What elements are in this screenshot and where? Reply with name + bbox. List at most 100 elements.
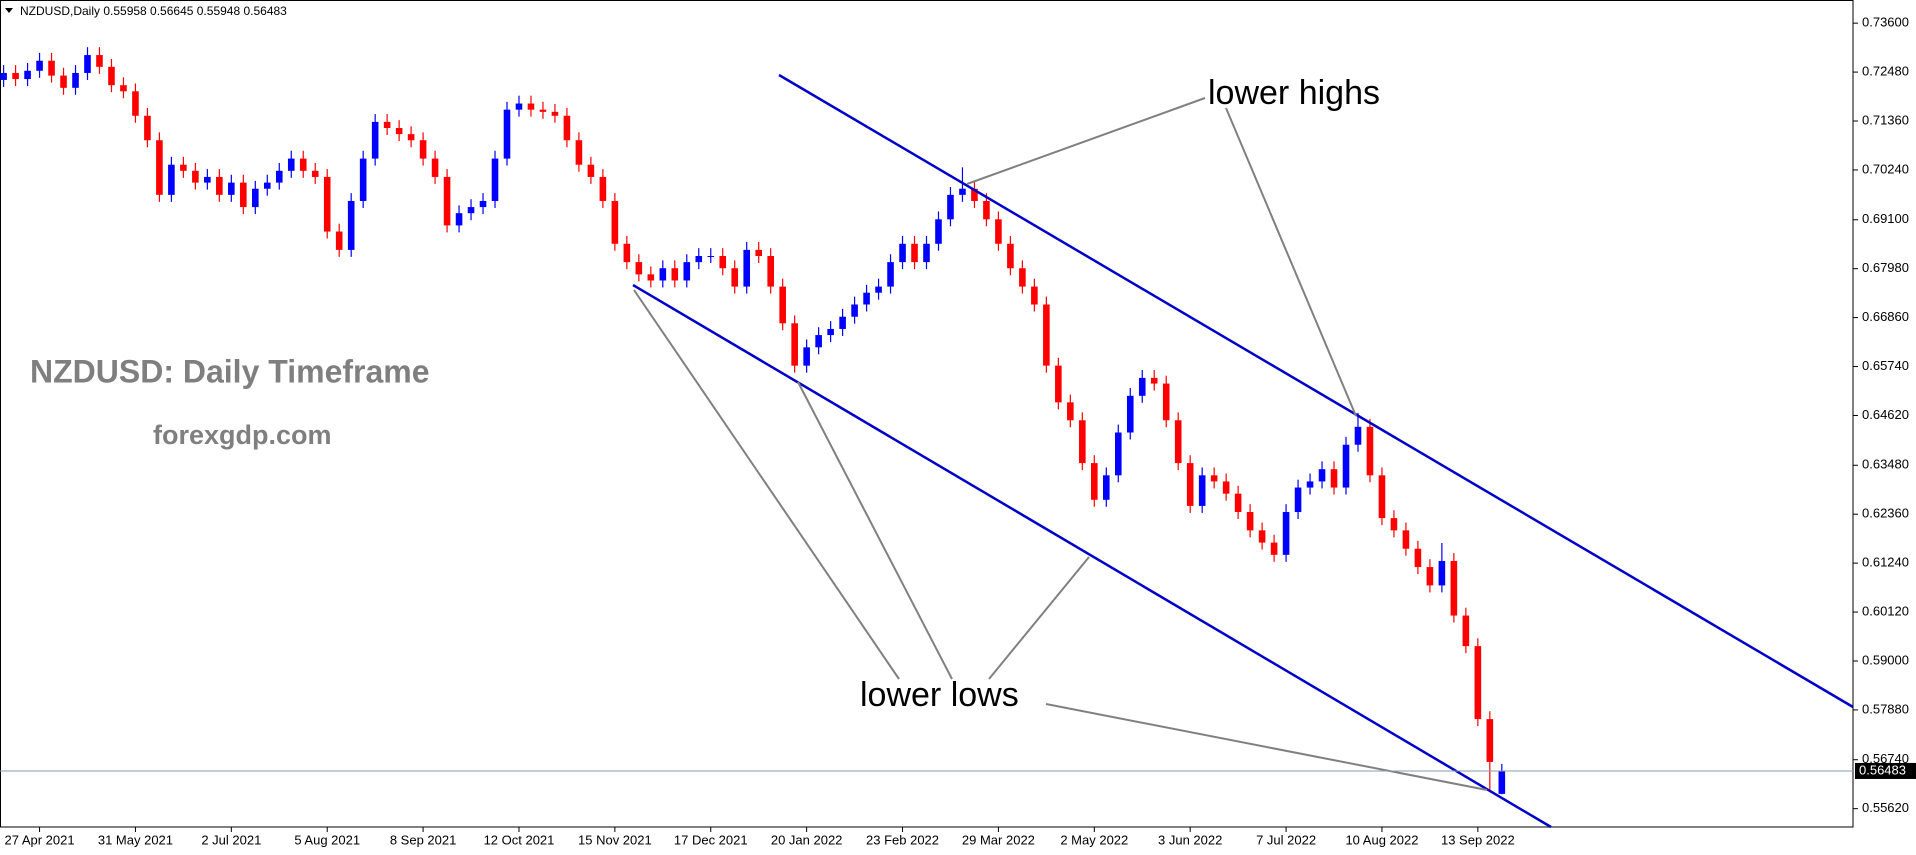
candle-body — [36, 60, 43, 71]
x-tick-label: 5 Aug 2021 — [294, 832, 360, 847]
header-arrow — [5, 8, 13, 13]
candle-body — [275, 170, 283, 183]
x-tick-label: 3 Jun 2022 — [1158, 832, 1222, 847]
y-tick-label: 0.62360 — [1862, 506, 1909, 521]
candle-body — [887, 262, 894, 287]
candle-body — [228, 182, 235, 195]
candle-body — [467, 207, 475, 214]
candle-body — [743, 249, 751, 287]
candle-body — [659, 268, 667, 281]
candle-body — [911, 243, 918, 263]
candle-body — [503, 109, 511, 159]
pointer-line — [1045, 703, 1488, 791]
candle-body — [1486, 719, 1494, 762]
candle-body — [431, 158, 439, 177]
x-tick-label: 7 Jul 2022 — [1256, 832, 1316, 847]
candle-body — [683, 262, 691, 281]
x-tick-label: 31 May 2021 — [98, 832, 173, 847]
candle-body — [1450, 560, 1458, 616]
candle-body — [383, 121, 391, 129]
candle-body — [1426, 567, 1434, 586]
candle-body — [671, 268, 679, 281]
candle-body — [12, 72, 19, 80]
candle-body — [156, 140, 163, 195]
candle-body — [1258, 530, 1266, 543]
candle-body — [96, 55, 103, 67]
candle-body — [563, 115, 571, 141]
pointer-line — [797, 381, 953, 680]
candle-body — [1462, 615, 1470, 647]
candle-body — [323, 176, 331, 232]
candle-body — [1498, 770, 1506, 794]
y-tick-label: 0.60120 — [1862, 603, 1909, 618]
candle-body — [851, 304, 858, 317]
y-tick-label: 0.72480 — [1862, 64, 1909, 79]
candle-body — [407, 134, 415, 141]
candle-body — [1007, 243, 1014, 269]
y-tick-label: 0.56740 — [1862, 751, 1909, 766]
candle-body — [1414, 548, 1422, 568]
x-tick-label: 10 Aug 2022 — [1345, 832, 1418, 847]
candle-body — [180, 164, 187, 171]
candle-body — [1390, 518, 1398, 531]
candle-body — [144, 115, 151, 141]
y-tick-label: 0.71360 — [1862, 112, 1909, 127]
candle-body — [1270, 542, 1278, 555]
y-tick-label: 0.70240 — [1862, 161, 1909, 176]
candle-body — [359, 158, 367, 201]
x-tick-label: 27 Apr 2021 — [4, 832, 74, 847]
candle-body — [192, 170, 199, 183]
pointers — [633, 97, 1488, 791]
pointer-line — [966, 97, 1206, 185]
candle-body — [72, 72, 79, 88]
candle-body — [731, 268, 739, 287]
candle-body — [335, 231, 343, 250]
lower-channel-line — [632, 283, 1552, 829]
annotation: lower lows — [860, 676, 1019, 714]
candle-body — [1474, 646, 1482, 720]
candle-body — [1138, 377, 1146, 396]
candle-body — [347, 200, 355, 250]
candle-body — [1318, 469, 1326, 482]
candle-body — [1354, 426, 1362, 445]
candle-body — [240, 182, 247, 208]
candle-body — [779, 286, 786, 324]
candle-body — [947, 194, 954, 220]
candle-body — [419, 140, 427, 159]
candle-body — [863, 292, 870, 305]
candle-body — [1043, 304, 1050, 366]
candle-body — [1282, 512, 1290, 555]
candle-body — [216, 176, 223, 195]
candle-body — [1246, 512, 1254, 531]
candle-body — [707, 256, 715, 258]
annotation: lower highs — [1208, 74, 1380, 112]
pointer-line — [633, 289, 900, 680]
candle-body — [1366, 426, 1374, 476]
candle-body — [647, 274, 655, 281]
candle-body — [311, 170, 319, 177]
candle-body — [24, 70, 31, 80]
candle-body — [168, 164, 175, 195]
candle-body — [1438, 560, 1446, 586]
channel — [632, 73, 1854, 829]
candle-body — [599, 176, 607, 201]
candle-body — [491, 158, 499, 201]
candle-body — [1198, 475, 1206, 506]
candle-body — [60, 75, 67, 88]
y-tick-label: 0.69100 — [1862, 211, 1909, 226]
candle-body — [84, 55, 91, 73]
candle-body — [815, 335, 822, 348]
y-tick-label: 0.66860 — [1862, 309, 1909, 324]
candle-body — [1378, 475, 1386, 519]
x-tick-label: 17 Dec 2021 — [674, 832, 748, 847]
candle-body — [971, 188, 978, 201]
candle-body — [959, 188, 966, 195]
candle-body — [791, 323, 798, 366]
candles — [0, 47, 1506, 795]
candle-body — [839, 316, 846, 329]
candle-body — [719, 256, 727, 269]
y-tick-label: 0.57880 — [1862, 701, 1909, 716]
candle-body — [1294, 487, 1302, 513]
candle-body — [1019, 268, 1026, 287]
candle-body — [395, 128, 403, 135]
